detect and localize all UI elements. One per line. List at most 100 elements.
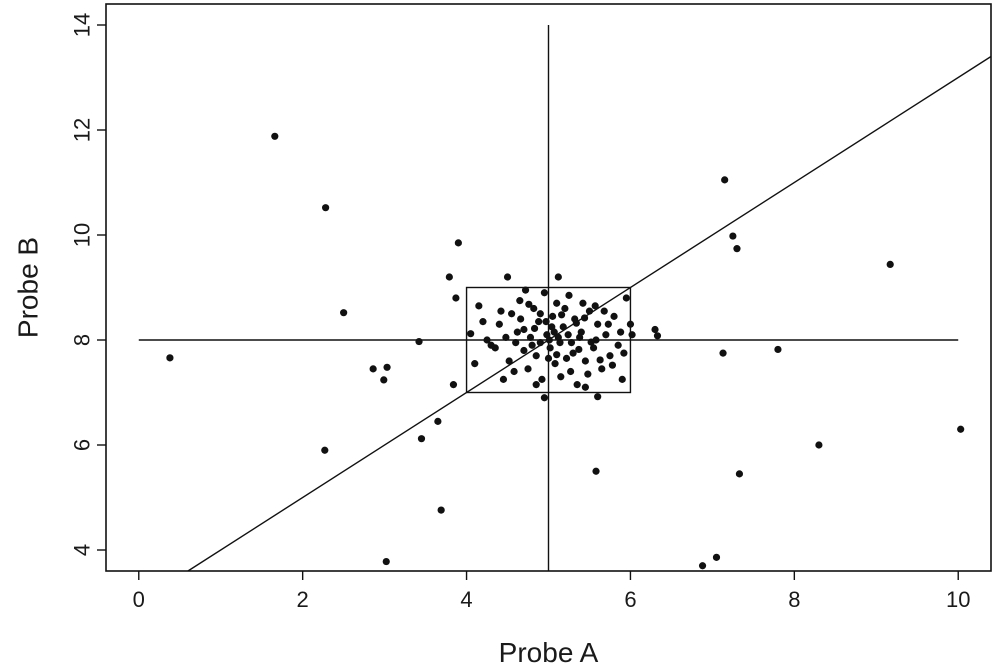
data-point xyxy=(774,345,782,354)
data-point xyxy=(557,373,565,381)
data-point xyxy=(382,557,390,566)
data-point xyxy=(551,360,559,368)
data-point xyxy=(449,381,458,389)
data-point xyxy=(528,341,536,349)
data-point xyxy=(559,323,567,331)
data-point xyxy=(581,357,589,365)
data-point xyxy=(733,245,741,253)
data-point xyxy=(540,394,549,402)
data-point xyxy=(553,299,561,307)
data-point xyxy=(434,417,442,425)
data-point xyxy=(622,294,630,302)
data-point xyxy=(617,328,625,336)
data-point xyxy=(565,291,573,299)
data-point xyxy=(321,446,329,454)
data-point xyxy=(587,338,595,346)
data-point xyxy=(886,260,894,268)
data-point xyxy=(550,328,558,336)
data-point xyxy=(536,339,544,347)
data-point xyxy=(521,286,530,294)
data-point xyxy=(545,336,553,344)
data-point xyxy=(369,365,377,373)
data-point xyxy=(553,351,561,359)
data-point xyxy=(608,361,617,369)
data-point xyxy=(596,356,604,364)
data-point xyxy=(380,376,388,384)
data-point xyxy=(487,341,495,349)
data-point xyxy=(516,297,524,305)
data-point xyxy=(564,331,572,339)
data-point xyxy=(628,331,636,339)
data-point xyxy=(495,320,503,328)
data-point xyxy=(503,273,512,281)
x-tick-label: 8 xyxy=(788,587,800,612)
data-point xyxy=(594,393,602,401)
y-tick-label: 10 xyxy=(70,223,95,247)
data-point xyxy=(957,425,965,433)
y-axis: 4 6 8 10 12 14 xyxy=(70,13,106,556)
data-point xyxy=(536,310,544,318)
data-point xyxy=(598,365,606,373)
data-point xyxy=(554,273,562,281)
data-point xyxy=(520,325,528,334)
data-point xyxy=(340,309,348,317)
central-box xyxy=(465,286,632,394)
data-point xyxy=(546,344,554,352)
data-point xyxy=(530,304,538,313)
data-point xyxy=(581,383,589,391)
data-point xyxy=(569,349,577,357)
data-point xyxy=(589,344,598,352)
data-point xyxy=(475,302,483,310)
data-point xyxy=(567,367,575,376)
y-tick-label: 8 xyxy=(70,334,95,346)
data-point xyxy=(561,304,569,313)
data-point xyxy=(417,435,426,443)
data-point xyxy=(271,132,279,140)
x-tick-label: 4 xyxy=(460,587,472,612)
data-point xyxy=(592,467,600,475)
data-point xyxy=(483,336,491,344)
data-point xyxy=(525,300,533,308)
data-point xyxy=(383,363,391,371)
data-point xyxy=(532,381,540,389)
data-point xyxy=(698,562,707,570)
data-point xyxy=(573,381,581,389)
data-point xyxy=(437,506,445,514)
data-point xyxy=(606,352,614,360)
data-point xyxy=(579,299,587,307)
data-point xyxy=(604,320,612,328)
data-point xyxy=(540,289,549,297)
data-point xyxy=(510,367,518,376)
data-point xyxy=(517,315,525,323)
data-point xyxy=(530,324,539,333)
x-tick-label: 0 xyxy=(133,587,145,612)
reference-lines xyxy=(138,25,992,572)
data-point xyxy=(538,375,546,383)
x-tick-label: 6 xyxy=(624,587,636,612)
plot-frame xyxy=(105,3,992,572)
data-point xyxy=(584,370,592,378)
x-axis: 0 2 4 6 8 10 xyxy=(133,571,970,612)
data-point xyxy=(532,352,540,360)
data-point xyxy=(497,307,505,315)
data-point xyxy=(524,365,532,373)
data-point xyxy=(542,318,550,326)
data-point xyxy=(467,330,475,338)
data-point xyxy=(618,375,626,383)
data-point xyxy=(471,360,479,368)
data-point xyxy=(572,319,580,327)
data-point xyxy=(445,273,453,281)
data-point xyxy=(535,318,543,326)
data-point xyxy=(513,328,521,336)
data-point xyxy=(452,294,460,302)
data-point xyxy=(562,354,571,362)
x-axis-title: Probe A xyxy=(499,637,599,668)
data-point xyxy=(719,349,727,357)
data-point xyxy=(544,354,553,362)
data-point xyxy=(508,310,516,318)
data-point xyxy=(567,339,576,347)
data-point xyxy=(415,337,423,346)
data-point xyxy=(721,176,729,184)
data-point xyxy=(505,357,513,365)
